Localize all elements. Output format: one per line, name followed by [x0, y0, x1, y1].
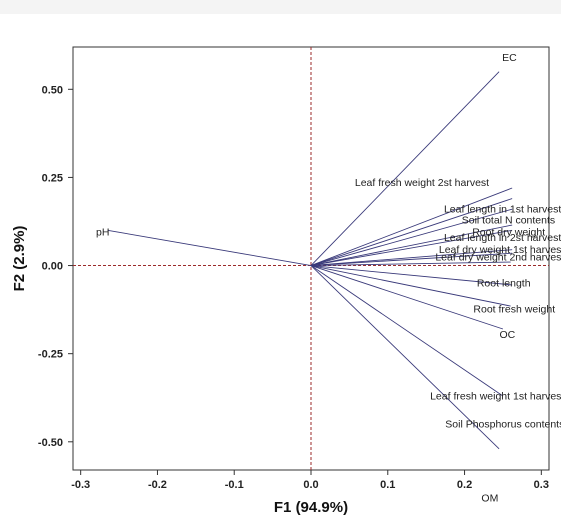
vector-label: Leaf dry weight 1st harvest — [439, 244, 561, 256]
vector-line — [310, 265, 504, 397]
x-tick-label: 0.2 — [457, 479, 472, 491]
y-tick-label: 0.50 — [42, 84, 63, 96]
x-tick-label: 0.0 — [303, 479, 318, 491]
x-axis-title: F1 (94.9%) — [274, 499, 348, 516]
vector-line — [310, 265, 504, 330]
vector-label: Leaf length in 1st harvest — [444, 204, 561, 216]
x-tick-label: 0.3 — [534, 479, 549, 491]
x-tick-label: -0.3 — [71, 479, 90, 491]
vector-line — [310, 252, 513, 266]
vector-label: Root dry weight — [472, 227, 545, 239]
x-tick-label: -0.1 — [225, 479, 244, 491]
vector-line — [310, 224, 513, 266]
vector-label: Soil Phosphorus contents — [445, 419, 561, 431]
vector-label: Leaf fresh weight 2st harvest — [355, 177, 489, 189]
y-axis-title: F2 (2.9%) — [11, 226, 28, 292]
top-strip — [0, 0, 561, 14]
vector-line — [310, 208, 513, 266]
vector-label: Root length — [477, 278, 531, 290]
y-tick-label: -0.50 — [38, 437, 63, 449]
x-tick-label: 0.1 — [380, 479, 395, 491]
vector-line — [310, 198, 513, 266]
y-tick-label: 0.00 — [42, 261, 63, 273]
vector-line — [310, 71, 500, 266]
vector-label: EC — [502, 52, 517, 64]
vector-label: OC — [499, 329, 515, 341]
vector-label: OM — [481, 493, 498, 505]
y-tick-label: 0.25 — [42, 172, 63, 184]
vector-label: Leaf length in 2st harvest — [444, 232, 561, 244]
vector-line — [310, 265, 511, 307]
vector-label: Soil total N contents — [462, 214, 555, 226]
vector-line — [310, 265, 500, 450]
vector-label: Root fresh weight — [473, 303, 555, 315]
vector-line — [310, 229, 513, 266]
vector-line — [310, 249, 513, 266]
vector-line — [310, 187, 513, 266]
vector-line — [310, 265, 513, 286]
vector-label: Leaf dry weight 2nd harvest — [435, 251, 561, 263]
y-tick-label: -0.25 — [38, 349, 63, 361]
vector-label: Leaf fresh weight 1st harvest — [430, 391, 561, 403]
vector-line — [310, 261, 511, 266]
vector-line — [107, 229, 312, 266]
vector-label: pH — [96, 227, 109, 239]
x-tick-label: -0.2 — [148, 479, 167, 491]
